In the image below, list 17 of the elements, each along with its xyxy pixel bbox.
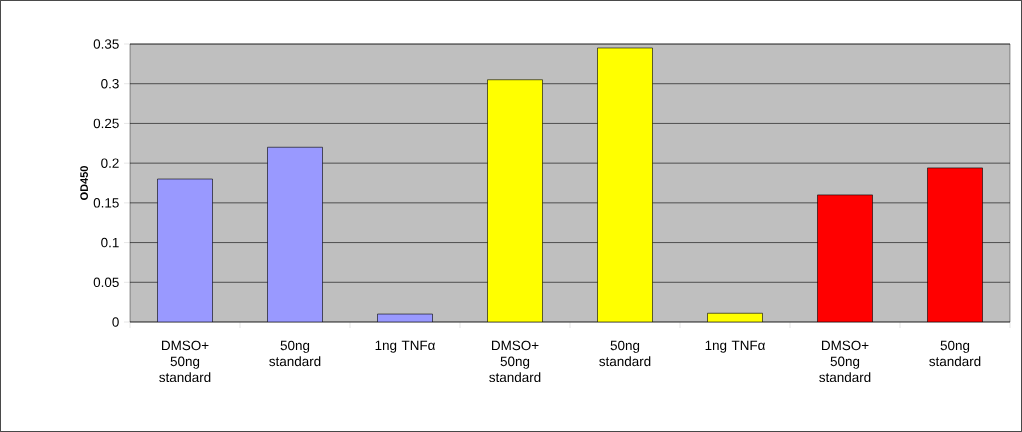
y-tick-label: 0.3 bbox=[101, 78, 119, 89]
y-tick-label: 0.2 bbox=[101, 158, 119, 168]
y-tick-label: 0 bbox=[112, 317, 119, 327]
x-tick-label: 1ng TNFα bbox=[705, 340, 766, 353]
x-tick-label: 50ng standard bbox=[929, 340, 981, 367]
y-tick-label: 0.15 bbox=[93, 198, 119, 208]
x-tick-label: DMSO+ 50ng standard bbox=[489, 340, 541, 383]
y-tick-label: 0.35 bbox=[93, 39, 119, 49]
x-tick-label: DMSO+ 50ng standard bbox=[159, 340, 211, 383]
x-tick-label: 50ng standard bbox=[269, 340, 321, 367]
y-tick-label: 0.05 bbox=[93, 277, 119, 288]
x-tick-label: 1ng TNFα bbox=[375, 340, 436, 353]
y-tick-label: 0.25 bbox=[93, 118, 119, 129]
x-tick-label: DMSO+ 50ng standard bbox=[819, 340, 871, 383]
y-tick-label: 0.1 bbox=[101, 237, 119, 248]
x-tick-label: 50ng standard bbox=[599, 340, 651, 367]
y-axis-title: OD450 bbox=[80, 166, 88, 200]
